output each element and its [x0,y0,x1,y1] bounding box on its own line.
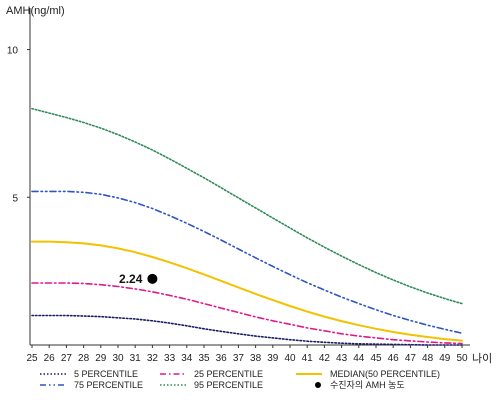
x-axis-title: 나이 [472,352,492,365]
legend-item: 5 PERCENTILE [40,369,138,379]
x-tick-label: 37 [233,353,245,364]
x-tick-label: 44 [353,353,365,364]
x-tick-label: 30 [112,353,124,364]
legend-item: 수진자의 AMH 농도 [315,380,405,390]
x-tick-label: 38 [250,353,262,364]
legend-label: MEDIAN(50 PERCENTILE) [330,369,440,379]
series-line-75-percentile [31,190,463,335]
x-tick-label: 28 [78,353,90,364]
x-tick-label: 31 [130,353,142,364]
x-tick-label: 39 [267,353,279,364]
series-line-95-percentile [31,107,463,305]
x-tick-label: 49 [439,353,451,364]
legend-label: 5 PERCENTILE [74,369,138,379]
series-layer [31,107,463,346]
x-tick-label: 47 [405,353,417,364]
x-tick-label: 26 [44,353,56,364]
legend: 5 PERCENTILE 25 PERCENTILE MEDIAN(50 PERCE… [40,369,440,390]
x-tick-label: 40 [284,353,296,364]
legend-item: 25 PERCENTILE [160,369,263,379]
series-line-median-50-percentile [31,240,463,342]
legend-item: MEDIAN(50 PERCENTILE) [296,369,440,379]
legend-marker-swatch [315,382,321,388]
x-tick-label: 43 [336,353,348,364]
x-tick-label: 33 [164,353,176,364]
x-tick-label: 29 [95,353,107,364]
y-tick-label: 10 [7,46,19,57]
x-tick-label: 32 [147,353,159,364]
y-axis-title: AMH(ng/ml) [6,5,65,17]
patient-amh-point [147,273,158,284]
x-tick-label: 45 [370,353,382,364]
patient-amh-value-label: 2.24 [119,272,143,286]
x-tick-label: 46 [388,353,400,364]
x-tick-label: 48 [422,353,434,364]
axes: AMH(ng/ml) 5 10 25 26 27 28 29 30 31 32 33 34 35 36 37 3… [6,5,492,365]
legend-label: 25 PERCENTILE [194,369,263,379]
series-line-25-percentile [31,282,463,345]
x-tick-label: 25 [26,353,38,364]
legend-label: 75 PERCENTILE [74,380,143,390]
legend-item: 75 PERCENTILE [40,380,143,390]
series-line-5-percentile [31,314,463,346]
legend-label: 95 PERCENTILE [194,380,263,390]
legend-item: 95 PERCENTILE [160,380,263,390]
x-tick-label: 50 [456,353,468,364]
legend-label: 수진자의 AMH 농도 [330,380,405,390]
x-tick-label: 34 [181,353,193,364]
x-tick-label: 41 [302,353,314,364]
y-tick-label: 5 [12,193,18,204]
x-tick-label: 27 [61,353,73,364]
x-tick-label: 36 [216,353,228,364]
marker-layer: 2.24 [119,272,158,286]
x-tick-label: 35 [198,353,210,364]
x-tick-label: 42 [319,353,331,364]
